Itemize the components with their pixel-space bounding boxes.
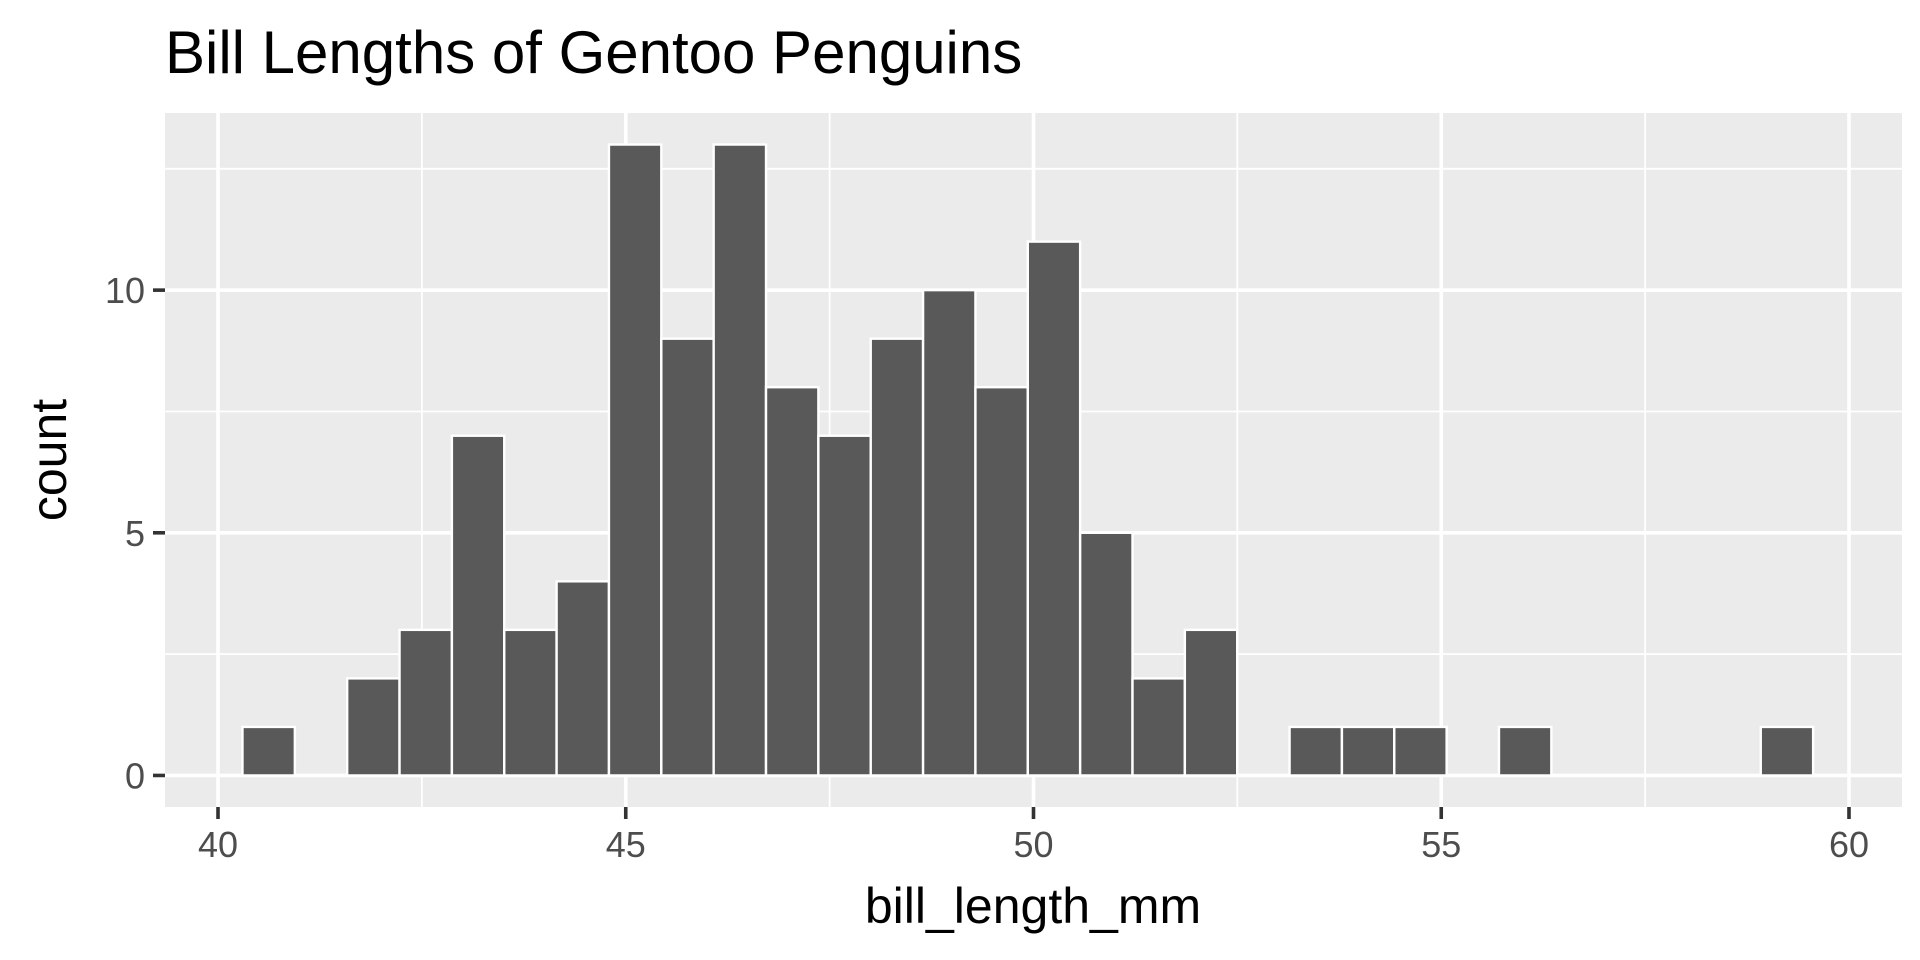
histogram-bar bbox=[1497, 725, 1553, 777]
x-tick-label: 60 bbox=[1829, 824, 1869, 865]
histogram-bar bbox=[1288, 725, 1344, 777]
histogram-bar bbox=[712, 143, 768, 777]
histogram-bar bbox=[555, 580, 611, 777]
histogram-bar bbox=[1026, 240, 1082, 777]
histogram-bar bbox=[607, 143, 663, 777]
histogram-bar bbox=[345, 677, 401, 777]
histogram-bar bbox=[817, 434, 872, 777]
histogram-bar bbox=[1183, 628, 1239, 777]
histogram-bar bbox=[1131, 677, 1187, 777]
x-tick-label: 55 bbox=[1421, 824, 1461, 865]
x-tick-label: 50 bbox=[1013, 824, 1053, 865]
histogram-bar bbox=[1393, 725, 1448, 777]
y-axis: 0 5 10 bbox=[105, 270, 165, 796]
histogram-bar bbox=[974, 386, 1029, 777]
histogram-bar bbox=[398, 628, 454, 777]
histogram-bar bbox=[1078, 531, 1134, 777]
y-tick-label: 0 bbox=[125, 755, 145, 796]
histogram-bar bbox=[1759, 725, 1815, 777]
histogram-bar bbox=[503, 628, 558, 777]
histogram-bar bbox=[764, 386, 820, 777]
histogram-bar bbox=[660, 337, 715, 777]
x-tick-label: 40 bbox=[198, 824, 238, 865]
y-tick-label: 5 bbox=[125, 513, 145, 554]
histogram-bar bbox=[869, 337, 925, 777]
chart-title: Bill Lengths of Gentoo Penguins bbox=[165, 19, 1022, 86]
x-tick-label: 45 bbox=[606, 824, 646, 865]
histogram-bar bbox=[450, 434, 506, 777]
histogram-bars bbox=[241, 143, 1815, 777]
y-tick-label: 10 bbox=[105, 270, 145, 311]
histogram-bar bbox=[241, 725, 297, 777]
x-axis-title: bill_length_mm bbox=[865, 878, 1201, 934]
histogram-bar bbox=[921, 288, 977, 777]
histogram-bar bbox=[1340, 725, 1396, 777]
y-axis-title: count bbox=[21, 399, 77, 521]
x-axis: 40 45 50 55 60 bbox=[198, 807, 1869, 865]
